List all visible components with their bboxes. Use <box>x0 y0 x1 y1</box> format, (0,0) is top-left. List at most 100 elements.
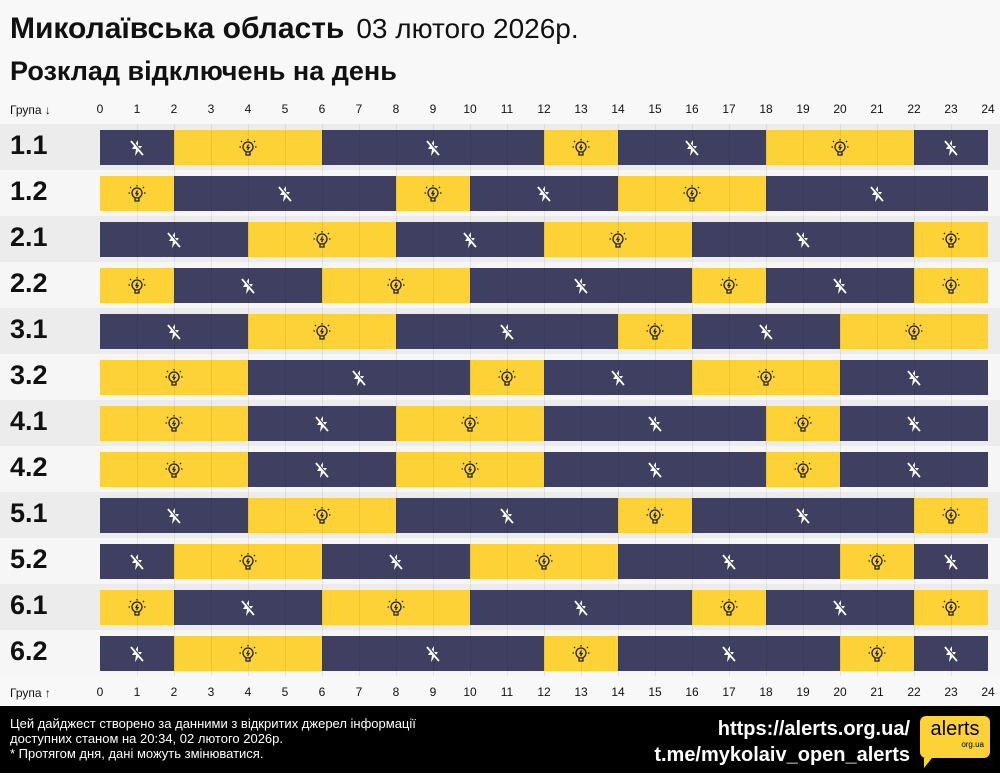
power-on-segment <box>914 222 988 257</box>
power-off-lightning-crossed-icon <box>943 645 959 663</box>
power-off-lightning-crossed-icon <box>314 461 330 479</box>
outage-segment <box>322 130 544 165</box>
power-off-lightning-crossed-icon <box>795 231 811 249</box>
hour-tick: 22 <box>907 102 921 116</box>
outage-segment <box>396 498 618 533</box>
hour-gridline <box>322 124 323 676</box>
hour-tick: 10 <box>463 685 477 699</box>
outage-segment <box>766 268 914 303</box>
lightbulb-icon <box>127 184 147 204</box>
power-off-lightning-crossed-icon <box>240 599 256 617</box>
power-off-lightning-crossed-icon <box>647 461 663 479</box>
group-label-bottom: Група ↑ <box>10 686 51 700</box>
power-on-segment <box>100 176 174 211</box>
power-on-segment <box>322 268 470 303</box>
group-row: 4.1 <box>0 400 1000 446</box>
group-row: 1.2 <box>0 170 1000 216</box>
hour-gridline <box>729 124 730 676</box>
power-on-segment <box>692 590 766 625</box>
logo-text: alerts <box>930 718 980 740</box>
lightbulb-icon <box>571 644 591 664</box>
hour-tick: 23 <box>944 102 958 116</box>
power-off-lightning-crossed-icon <box>129 139 145 157</box>
hour-tick: 5 <box>281 102 289 116</box>
power-on-segment <box>248 222 396 257</box>
lightbulb-icon <box>238 138 258 158</box>
hour-gridline <box>248 124 249 676</box>
power-off-lightning-crossed-icon <box>943 139 959 157</box>
outage-segment <box>100 636 174 671</box>
outage-segment <box>618 544 840 579</box>
hour-tick: 12 <box>537 102 551 116</box>
power-off-lightning-crossed-icon <box>240 277 256 295</box>
lightbulb-icon <box>645 506 665 526</box>
schedule-grid: 1.1 1.2 2.1 2.2 3.1 3.2 4.1 4.2 5.1 5.2 6.1 6.2 <box>0 124 1000 676</box>
hour-gridline <box>137 124 138 676</box>
outage-segment <box>914 544 988 579</box>
hour-tick: 22 <box>907 685 921 699</box>
hour-gridline <box>359 124 360 676</box>
hour-gridline <box>544 124 545 676</box>
lightbulb-icon <box>941 230 961 250</box>
outage-segment <box>248 406 396 441</box>
lightbulb-icon <box>534 552 554 572</box>
outage-segment <box>100 498 248 533</box>
outage-segment <box>692 498 914 533</box>
outage-segment <box>100 544 174 579</box>
group-name: 3.2 <box>10 360 48 390</box>
power-off-lightning-crossed-icon <box>277 185 293 203</box>
power-off-lightning-crossed-icon <box>906 415 922 433</box>
lightbulb-icon <box>941 598 961 618</box>
hour-gridline <box>655 124 656 676</box>
hour-gridline <box>507 124 508 676</box>
outage-segment <box>692 314 840 349</box>
outage-segment <box>544 360 692 395</box>
outage-segment <box>470 268 692 303</box>
lightbulb-icon <box>312 322 332 342</box>
hour-tick: 3 <box>207 102 215 116</box>
group-label-top: Група ↓ <box>10 103 51 117</box>
power-off-lightning-crossed-icon <box>166 507 182 525</box>
outage-segment <box>544 452 766 487</box>
power-off-lightning-crossed-icon <box>388 553 404 571</box>
outage-segment <box>100 314 248 349</box>
hour-gridline <box>470 124 471 676</box>
hour-tick: 9 <box>429 685 437 699</box>
site-link[interactable]: https://alerts.org.ua/ <box>717 718 910 740</box>
lightbulb-icon <box>645 322 665 342</box>
power-on-segment <box>174 130 322 165</box>
power-off-lightning-crossed-icon <box>869 185 885 203</box>
power-on-segment <box>396 176 470 211</box>
outage-segment <box>618 636 840 671</box>
power-off-lightning-crossed-icon <box>647 415 663 433</box>
power-on-segment <box>914 268 988 303</box>
power-off-lightning-crossed-icon <box>832 599 848 617</box>
power-off-lightning-crossed-icon <box>129 553 145 571</box>
power-on-segment <box>692 268 766 303</box>
telegram-link[interactable]: t.me/mykolaiv_open_alerts <box>654 744 910 766</box>
power-off-lightning-crossed-icon <box>129 645 145 663</box>
group-name: 5.1 <box>10 498 48 528</box>
power-off-lightning-crossed-icon <box>906 461 922 479</box>
hour-tick: 17 <box>722 685 736 699</box>
power-on-segment <box>322 590 470 625</box>
lightbulb-icon <box>238 552 258 572</box>
group-name: 2.2 <box>10 268 48 298</box>
hour-tick: 24 <box>981 102 995 116</box>
power-off-lightning-crossed-icon <box>462 231 478 249</box>
hour-tick: 19 <box>796 102 810 116</box>
hour-tick: 14 <box>611 102 625 116</box>
power-off-lightning-crossed-icon <box>943 553 959 571</box>
power-off-lightning-crossed-icon <box>573 599 589 617</box>
hour-tick: 7 <box>355 685 363 699</box>
power-on-segment <box>100 406 248 441</box>
power-on-segment <box>766 130 914 165</box>
power-on-segment <box>618 314 692 349</box>
power-on-segment <box>766 452 840 487</box>
hour-tick: 5 <box>281 685 289 699</box>
power-on-segment <box>100 268 174 303</box>
lightbulb-icon <box>312 230 332 250</box>
group-name: 1.1 <box>10 130 48 160</box>
hour-tick: 11 <box>500 102 514 116</box>
power-off-lightning-crossed-icon <box>166 231 182 249</box>
